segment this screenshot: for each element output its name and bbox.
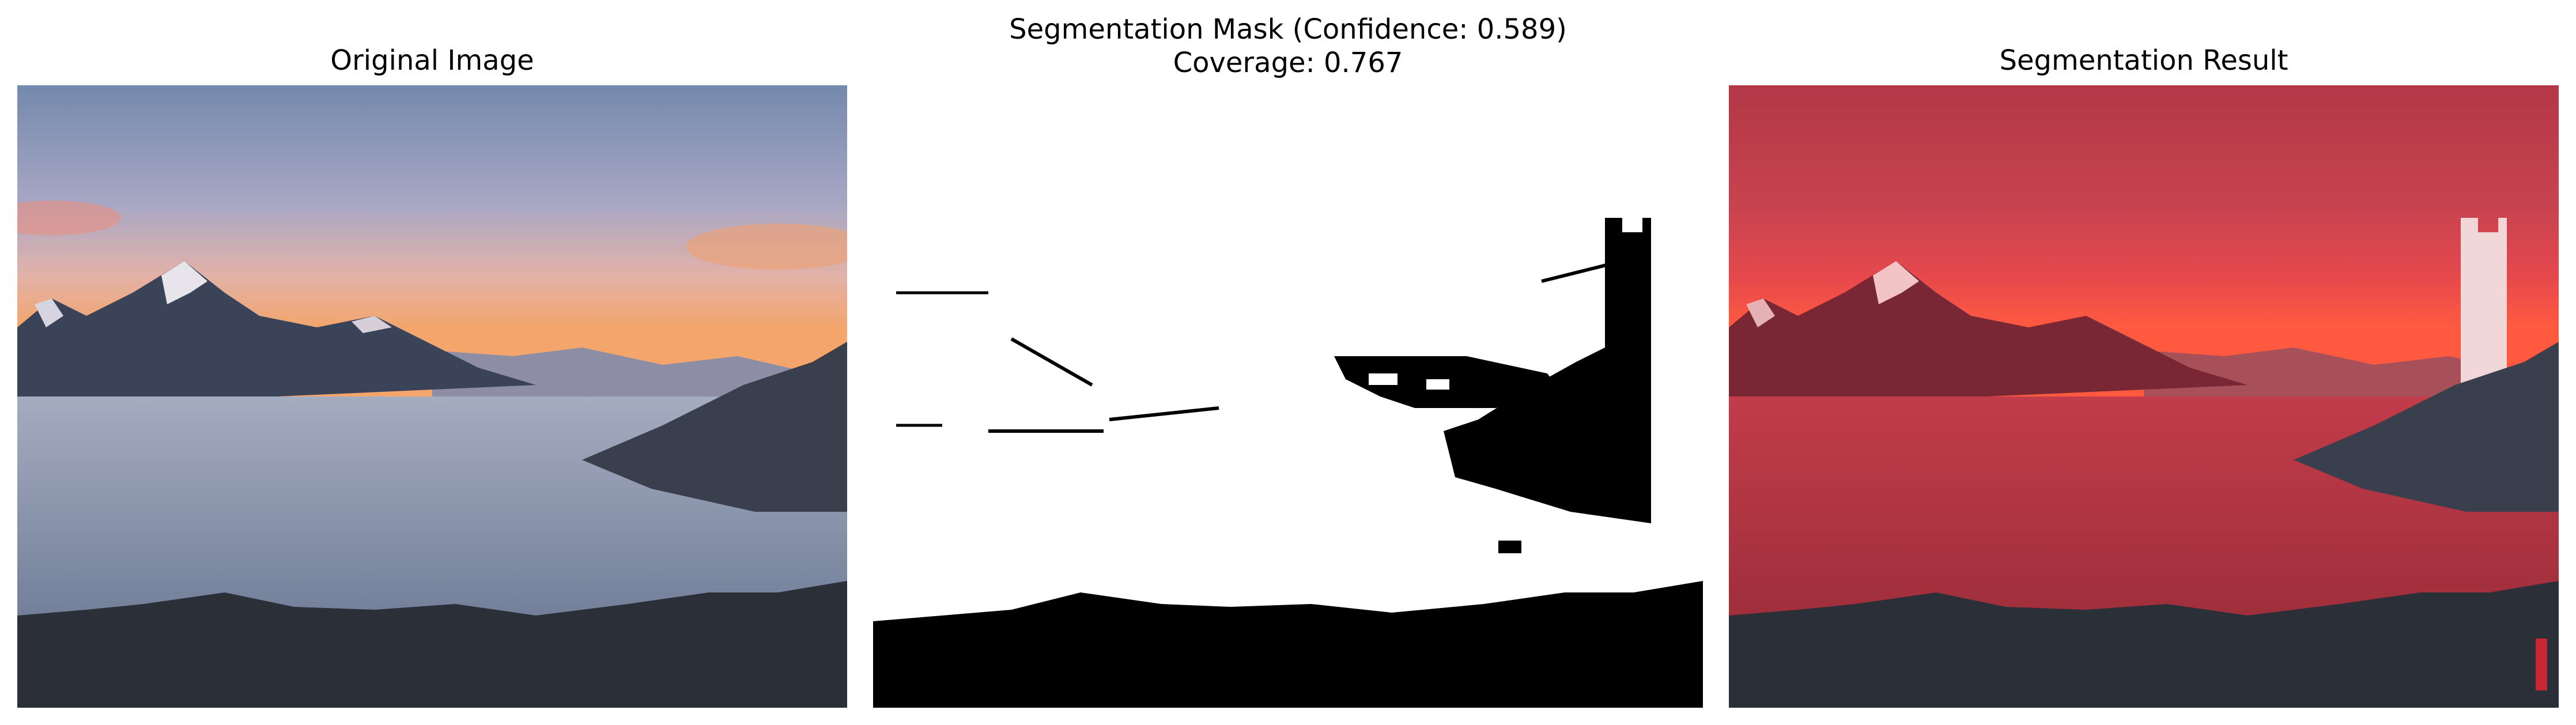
segmentation-result-title: Segmentation Result bbox=[1999, 44, 2288, 77]
segmentation-result-panel bbox=[1729, 85, 2559, 708]
right-slope bbox=[582, 342, 847, 512]
segmentation-mask-title: Segmentation Mask (Confidence: 0.589) Co… bbox=[873, 13, 1703, 80]
binary-mask bbox=[873, 85, 1703, 708]
mask-title-confidence: Segmentation Mask (Confidence: 0.589) bbox=[1009, 13, 1567, 46]
foreground-rock bbox=[17, 581, 847, 708]
segmentation-mask-panel bbox=[873, 85, 1703, 708]
mountain-photo bbox=[17, 85, 847, 708]
main-mountain bbox=[17, 261, 536, 408]
mask-title-coverage: Coverage: 0.767 bbox=[1173, 47, 1403, 79]
original-image-panel bbox=[17, 85, 847, 708]
original-image-title: Original Image bbox=[330, 44, 534, 77]
red-overlay-photo bbox=[1729, 85, 2559, 708]
